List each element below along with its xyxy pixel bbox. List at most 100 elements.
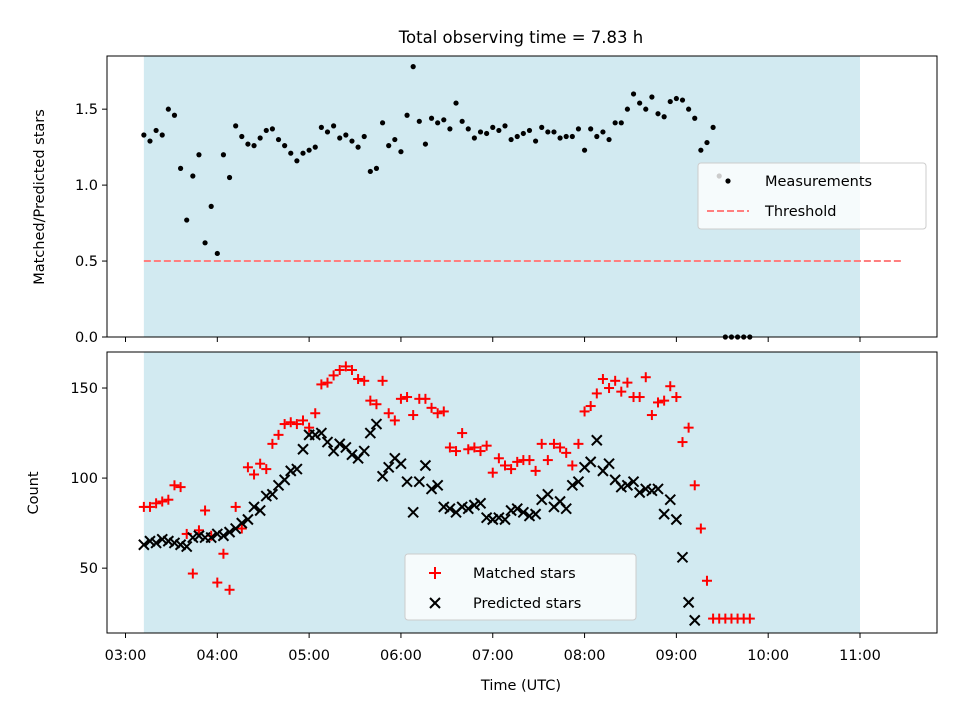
measurement-point	[435, 120, 441, 126]
measurement-point	[416, 118, 422, 124]
measurement-point	[459, 118, 465, 124]
counts-y-tick-label: 50	[80, 561, 98, 577]
measurement-point	[386, 143, 392, 149]
measurement-point	[165, 106, 171, 112]
measurement-point	[655, 111, 661, 117]
predicted-star-point	[560, 503, 572, 515]
matched-star-point	[242, 462, 253, 473]
measurement-point	[318, 124, 324, 130]
measurement-point	[661, 114, 667, 120]
matched-star-point	[432, 408, 443, 419]
matched-star-point	[585, 401, 596, 412]
matched-star-point	[634, 392, 645, 403]
legend-box	[404, 553, 637, 621]
measurement-point	[490, 124, 496, 130]
legend-box	[697, 162, 927, 230]
measurement-point	[361, 133, 367, 140]
predicted-star-point	[181, 540, 193, 553]
measurement-point	[422, 141, 429, 147]
measurement-point	[447, 126, 453, 132]
matched-star-point	[273, 429, 284, 440]
predicted-star-point	[517, 506, 530, 519]
x-tick-label: 07:00	[472, 648, 514, 664]
predicted-star-point	[676, 551, 689, 564]
measurement-point	[282, 143, 288, 149]
matched-star-point	[236, 523, 247, 534]
measurement-point	[392, 136, 398, 143]
measurement-point	[226, 174, 233, 181]
matched-star-point	[555, 442, 566, 453]
x-tick-label: 08:00	[564, 648, 606, 664]
matched-star-point	[261, 464, 272, 475]
measurement-point	[331, 123, 337, 129]
counts-legend: Matched stars Predicted stars	[404, 553, 637, 621]
measurement-point	[667, 98, 673, 105]
measurement-point	[643, 106, 649, 112]
measurement-point	[306, 147, 312, 153]
x-axis-label: Time (UTC)	[480, 678, 561, 694]
measurement-point	[171, 112, 178, 118]
predicted-star-point	[364, 427, 377, 439]
matched-star-point	[249, 469, 260, 480]
measurement-point	[520, 130, 526, 137]
measurement-point	[398, 149, 404, 155]
counts-y-tick-label: 100	[70, 471, 98, 487]
measurement-point	[257, 135, 263, 141]
matched-star-point	[701, 575, 712, 586]
predicted-star-point	[499, 513, 511, 526]
matched-star-point	[322, 377, 333, 388]
predicted-star-point	[431, 479, 444, 492]
legend-label-threshold: Threshold	[764, 204, 836, 220]
measurement-point	[557, 135, 563, 141]
predicted-star-point	[376, 470, 389, 482]
measurement-point	[477, 129, 484, 135]
matched-star-point	[267, 438, 278, 449]
ratio-y-axis: 0.0 0.5 1.0 1.5	[75, 102, 107, 346]
matched-star-point	[169, 480, 180, 491]
matched-star-point	[200, 505, 211, 516]
measurement-point	[606, 136, 612, 143]
predicted-star-point	[291, 463, 303, 475]
matched-star-point	[426, 402, 437, 413]
predicted-star-point	[462, 503, 474, 515]
legend-marker-measurements	[725, 178, 731, 184]
predicted-star-point	[254, 504, 266, 517]
measurement-point	[710, 124, 716, 130]
legend-label-matched: Matched stars	[473, 566, 576, 582]
matched-star-point	[524, 455, 535, 466]
measurement-point	[355, 144, 361, 150]
measurement-point	[545, 129, 551, 135]
predicted-star-point	[266, 488, 279, 501]
measurement-point	[349, 138, 355, 144]
measurement-point	[269, 126, 275, 132]
ratio-y-tick-label: 0.5	[75, 254, 98, 270]
measurement-point	[526, 127, 533, 134]
measurement-point	[208, 203, 214, 209]
measurement-point	[294, 158, 300, 164]
predicted-star-point	[689, 614, 701, 627]
matched-star-point	[444, 442, 455, 453]
predicted-star-point	[572, 475, 585, 488]
panel-ratio: 0.0 0.5 1.0 1.5 Matched/Predicted stars Mea…	[32, 55, 938, 346]
measurement-point	[575, 126, 582, 132]
matched-star-point	[402, 392, 413, 403]
measurement-point	[275, 136, 282, 143]
matched-star-point	[224, 584, 235, 595]
matched-star-point	[383, 408, 394, 419]
matched-star-point	[408, 410, 419, 421]
measurement-point	[588, 126, 594, 132]
measurement-point	[343, 132, 349, 138]
predicted-star-point	[670, 513, 683, 526]
predicted-star-point	[444, 503, 456, 515]
matched-star-point	[622, 377, 633, 388]
predicted-star-point	[395, 457, 407, 470]
matched-star-point	[610, 375, 621, 386]
measurement-point	[673, 95, 679, 102]
matched-star-point	[469, 442, 480, 453]
measurement-point	[563, 133, 569, 140]
counts-y-axis-label: Count	[26, 471, 42, 514]
measurement-point	[441, 117, 447, 123]
matched-star-point	[151, 498, 162, 509]
measurement-point	[337, 135, 343, 141]
legend-label-measurements: Measurements	[765, 174, 872, 190]
